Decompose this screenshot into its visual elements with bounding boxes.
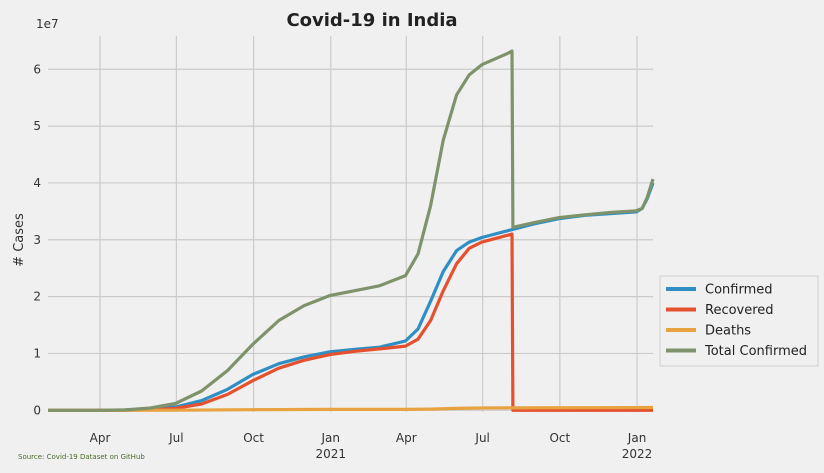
y-tick-label: 2 (33, 290, 41, 304)
x-tick-label: Jul (474, 431, 489, 445)
y-tick-label: 0 (33, 403, 41, 417)
legend-entry: Deaths (705, 324, 751, 339)
legend-entry: Recovered (705, 303, 774, 318)
x-tick-label: Oct (549, 431, 570, 445)
legend: Confirmed Recovered Deaths Total Confirmed (659, 275, 819, 367)
grid (48, 36, 653, 412)
x-tick-label: Apr (396, 431, 417, 445)
y-tick-label: 3 (33, 233, 41, 247)
chart-title: Covid-19 in India (286, 10, 457, 31)
x-tick-label: Oct (243, 431, 264, 445)
y-axis-label: # Cases (12, 213, 27, 267)
x-tick-label: Jan (627, 431, 647, 445)
y-tick-label: 5 (33, 119, 41, 133)
y-axis-ticks: 0 1 2 3 4 5 6 (33, 62, 41, 417)
series-line-total-confirmed (48, 49, 655, 412)
series-line-deaths (47, 405, 654, 412)
x-tick-sublabel: 2022 (622, 447, 653, 461)
y-tick-label: 6 (33, 62, 41, 76)
y-tick-label: 4 (33, 176, 41, 190)
legend-entry: Total Confirmed (704, 344, 807, 359)
y-multiplier-label: 1e7 (36, 17, 59, 31)
series-line-recovered (48, 232, 653, 412)
y-tick-label: 1 (33, 346, 41, 360)
x-tick-label: Jul (168, 431, 183, 445)
source-note: Source: Covid-19 Dataset on GitHub (18, 453, 145, 461)
x-axis-ticks: Apr Jul Oct Jan 2021 Apr Jul Oct Jan 2022 (90, 431, 653, 461)
x-tick-label: Jan (321, 431, 341, 445)
series-lines (47, 49, 655, 412)
x-tick-label: Apr (90, 431, 111, 445)
x-tick-sublabel: 2021 (316, 447, 347, 461)
legend-entry: Confirmed (705, 283, 773, 298)
